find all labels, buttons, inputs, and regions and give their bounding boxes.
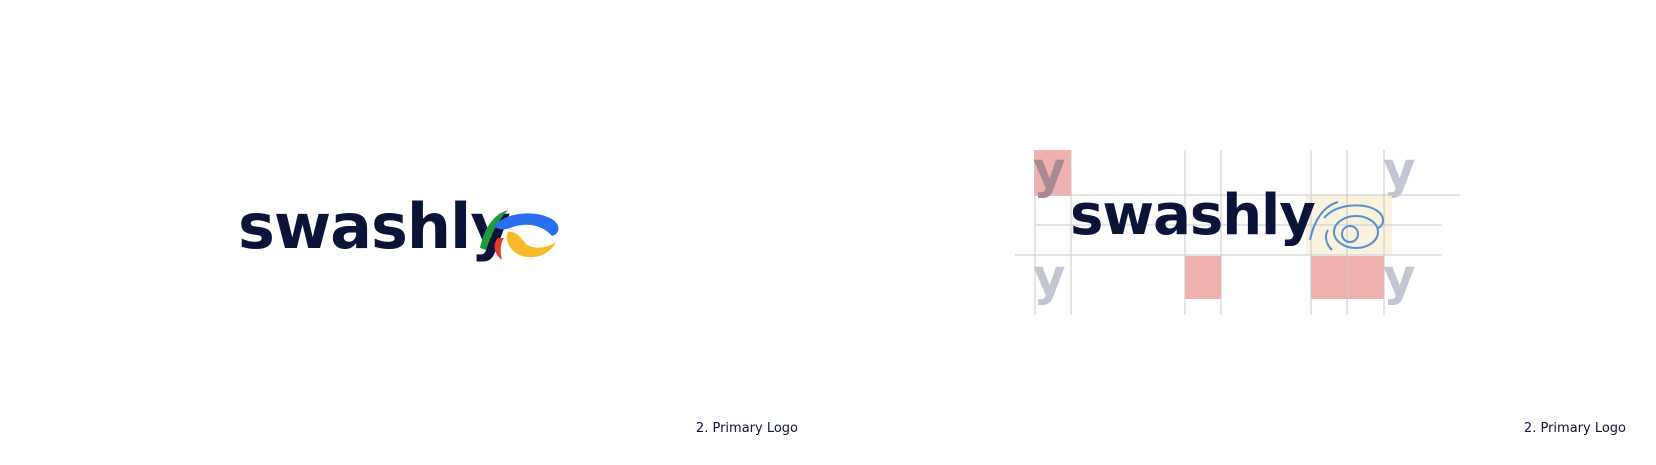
panel-caption: 2. Primary Logo <box>695 421 798 436</box>
swashly-wordmark: swashly <box>238 190 511 263</box>
red-swash <box>494 238 504 260</box>
clearspace-y-glyph: y <box>1383 141 1416 199</box>
green-swash <box>480 210 508 250</box>
swashly-wave-logo-icon <box>480 210 559 260</box>
swashly-wordmark-construction: swashly <box>1070 183 1316 248</box>
clearspace-y-glyph: y <box>1033 248 1066 306</box>
clearspace-y-glyph: y <box>1383 248 1416 306</box>
primary-logo-panel <box>0 0 828 465</box>
clearspace-y-glyph: y <box>1033 141 1066 199</box>
panel-caption: 2. Primary Logo <box>1523 421 1626 436</box>
wave-logo-outline-icon <box>1309 201 1384 251</box>
yellow-swash <box>506 231 556 258</box>
logo-construction-panel <box>828 0 1656 465</box>
blue-swash <box>494 213 559 236</box>
